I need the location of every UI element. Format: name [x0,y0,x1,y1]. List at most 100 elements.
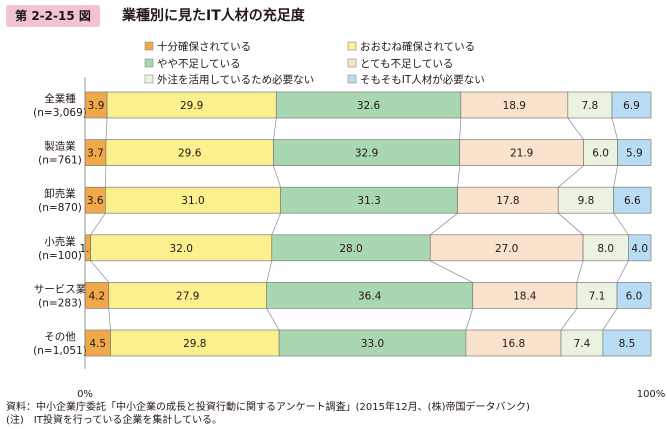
data-label: 32.6 [357,100,381,112]
bar-segment [273,139,461,166]
data-label: 5.9 [626,148,643,160]
data-label: 32.9 [355,148,378,160]
figure-title: 業種別に見たIT人材の充足度 [122,8,305,24]
connector-line [273,165,281,188]
legend-swatch [347,58,357,68]
connector-line [90,213,106,235]
legend-label: やや不足している [157,58,241,70]
category-count: (n=870) [38,202,82,214]
legend-label: 十分確保されている [157,40,251,53]
bar-segment [105,139,274,166]
category-count: (n=1,051) [33,345,87,357]
legend-swatch [347,74,357,84]
connector-line [558,165,584,188]
legend-swatch [144,58,154,68]
footnote: (注) IT投資を行っている企業を集計している。 [6,415,223,426]
legend-label: 外注を活用しているため必要ない [157,73,314,86]
data-label: 7.8 [582,100,599,112]
data-label: 8.5 [619,338,636,350]
bar-segment [105,186,281,214]
bar-segment [271,234,431,262]
bar-segment [582,234,629,262]
connector-line [430,212,458,236]
bar-segment [560,329,604,357]
data-label: 18.4 [513,290,537,302]
data-label: 33.0 [361,338,384,350]
data-label: 3.6 [87,195,104,207]
bar-segment [460,91,569,119]
x-tick-label: 0% [77,389,93,400]
data-label: 4.0 [631,243,648,255]
connector-line [567,117,584,140]
data-label: 27.9 [176,290,199,302]
legend-swatch [347,41,357,51]
connector-line [613,165,618,188]
data-label: 16.8 [502,338,525,350]
bar-segment [459,139,584,166]
data-label: 21.9 [510,148,533,160]
data-label: 4.2 [89,290,106,302]
connector-line [611,117,618,140]
legend-label: とても不足している [360,58,453,70]
data-label: 17.8 [496,195,519,207]
connector-line [613,213,629,235]
bar-segment [84,329,111,357]
data-label: 36.4 [358,290,382,302]
connector-line [105,165,107,188]
category-count: (n=3,069) [33,107,87,119]
x-axis: 0% 100% [77,77,665,400]
legend-swatch [144,41,154,51]
connector-line [273,117,277,140]
connector-line [459,117,462,140]
connector-line [560,308,578,331]
data-label: 29.6 [178,148,202,160]
bar-segment [628,234,652,262]
data-label: 8.0 [597,243,614,255]
bar-segment [108,282,268,309]
category-count: (n=283) [38,297,82,309]
data-label: 9.8 [578,195,595,207]
bar-segment [617,139,652,166]
data-label: 6.0 [626,290,643,302]
bar-segment [472,282,578,309]
data-label: 31.3 [357,195,380,207]
chart-bars: 3.9 29.9 32.6 18.9 7.8 6.9 3.7 29.6 32.9 21.9 6.0 5… [79,91,652,357]
category-label: 全業種 [44,92,76,105]
connector-line [90,260,110,283]
data-label: 29.8 [183,338,206,350]
figure-number: 第 2-2-15 図 [6,5,100,27]
x-tick-label: 100% [637,389,666,400]
data-label: 32.0 [170,243,193,255]
data-label: 7.4 [574,338,591,350]
data-label: 3.7 [87,148,104,160]
bar-segment [465,329,562,357]
category-label: 卸売業 [44,187,76,200]
connector-line [266,308,280,331]
segment-connectors [90,117,629,331]
connector-line [602,308,618,331]
data-label: 18.9 [503,100,526,112]
connector-line [105,117,108,140]
bar-segment [557,186,615,214]
bar-segment [613,186,652,214]
bar-segment [602,329,652,357]
connector-line [430,260,473,283]
legend-label: おおむね確保されている [360,40,475,53]
bar-segment [583,139,618,166]
data-label: 27.0 [495,243,518,255]
data-label: 6.9 [623,100,640,112]
legend-swatch [144,74,154,84]
connector-line [616,260,629,283]
data-label: 4.5 [89,338,106,350]
legend-label: そもそもIT人材が必要ない [360,73,485,86]
category-labels: 全業種 (n=3,069) 製造業 (n=761) 卸売業 (n=870) 小売業 (n=10… [33,92,87,357]
bar-segment [457,186,559,214]
connector-line [558,212,584,236]
connector-line [108,308,111,331]
category-count: (n=761) [38,155,82,167]
category-count: (n=100) [38,250,82,262]
data-label: 6.0 [592,148,609,160]
category-label: その他 [44,330,76,343]
